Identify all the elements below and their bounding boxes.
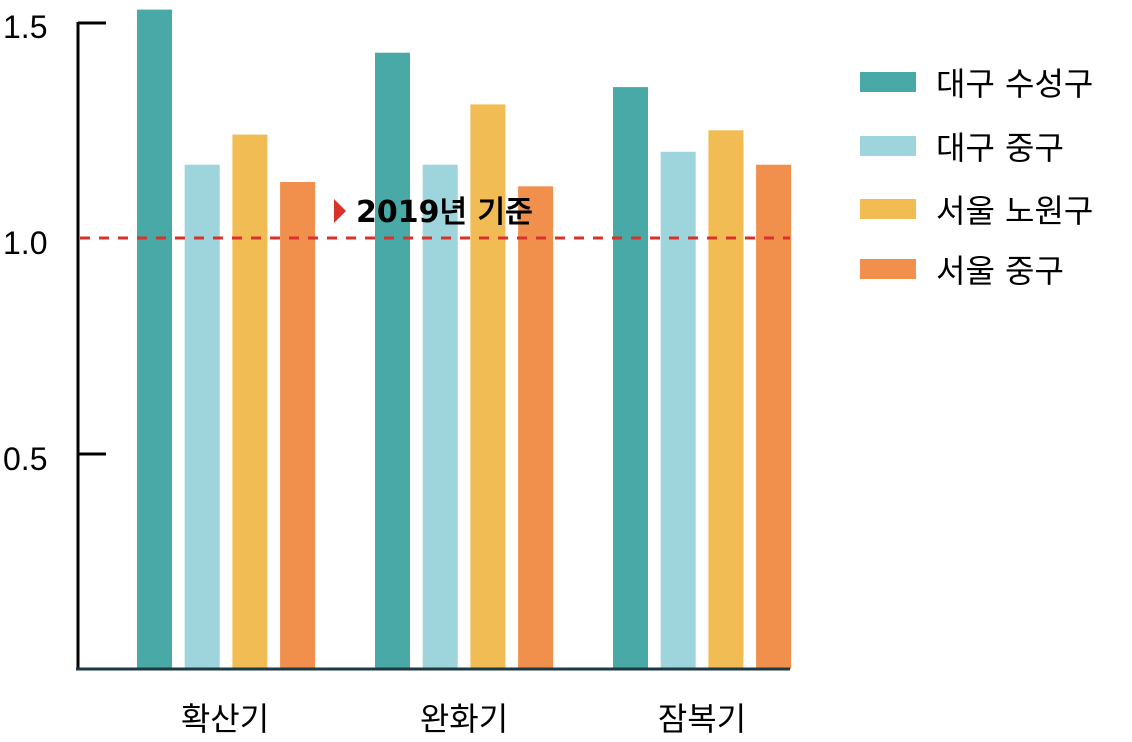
reference-line-group: 2019년 기준 <box>80 195 790 240</box>
bar <box>613 87 648 670</box>
x-category-label: 확산기 <box>181 700 269 738</box>
bar <box>470 104 506 669</box>
bar <box>660 151 696 670</box>
y-axis-ticks: 0.5 1.0 1.5 <box>3 9 106 477</box>
legend-label: 서울 노원구 <box>936 192 1093 230</box>
legend-label: 대구 수성구 <box>936 65 1093 103</box>
bars-layer <box>137 9 792 670</box>
bar <box>137 9 172 670</box>
bar <box>280 182 316 669</box>
bar <box>422 164 458 669</box>
y-tick-label: 0.5 <box>3 441 47 477</box>
x-axis-labels: 확산기 완화기 잠복기 <box>181 700 746 738</box>
y-tick-label: 1.5 <box>3 9 47 45</box>
legend-swatch <box>860 72 916 92</box>
bar <box>756 164 792 669</box>
reference-line-label: 2019년 기준 <box>356 195 533 230</box>
x-category-label: 완화기 <box>420 700 508 738</box>
bar <box>708 130 744 670</box>
legend-swatch <box>860 259 916 279</box>
legend-swatch <box>860 199 916 219</box>
legend: 대구 수성구 대구 중구 서울 노원구 서울 중구 <box>860 65 1093 290</box>
legend-swatch <box>860 136 916 156</box>
bar <box>375 52 410 669</box>
x-category-label: 잠복기 <box>658 700 746 738</box>
legend-label: 서울 중구 <box>936 252 1064 290</box>
bar <box>232 134 268 670</box>
legend-label: 대구 중구 <box>936 129 1064 167</box>
bar <box>518 186 554 670</box>
bar <box>184 164 220 669</box>
y-tick-label: 1.0 <box>3 225 47 261</box>
reference-marker-icon <box>334 199 346 223</box>
